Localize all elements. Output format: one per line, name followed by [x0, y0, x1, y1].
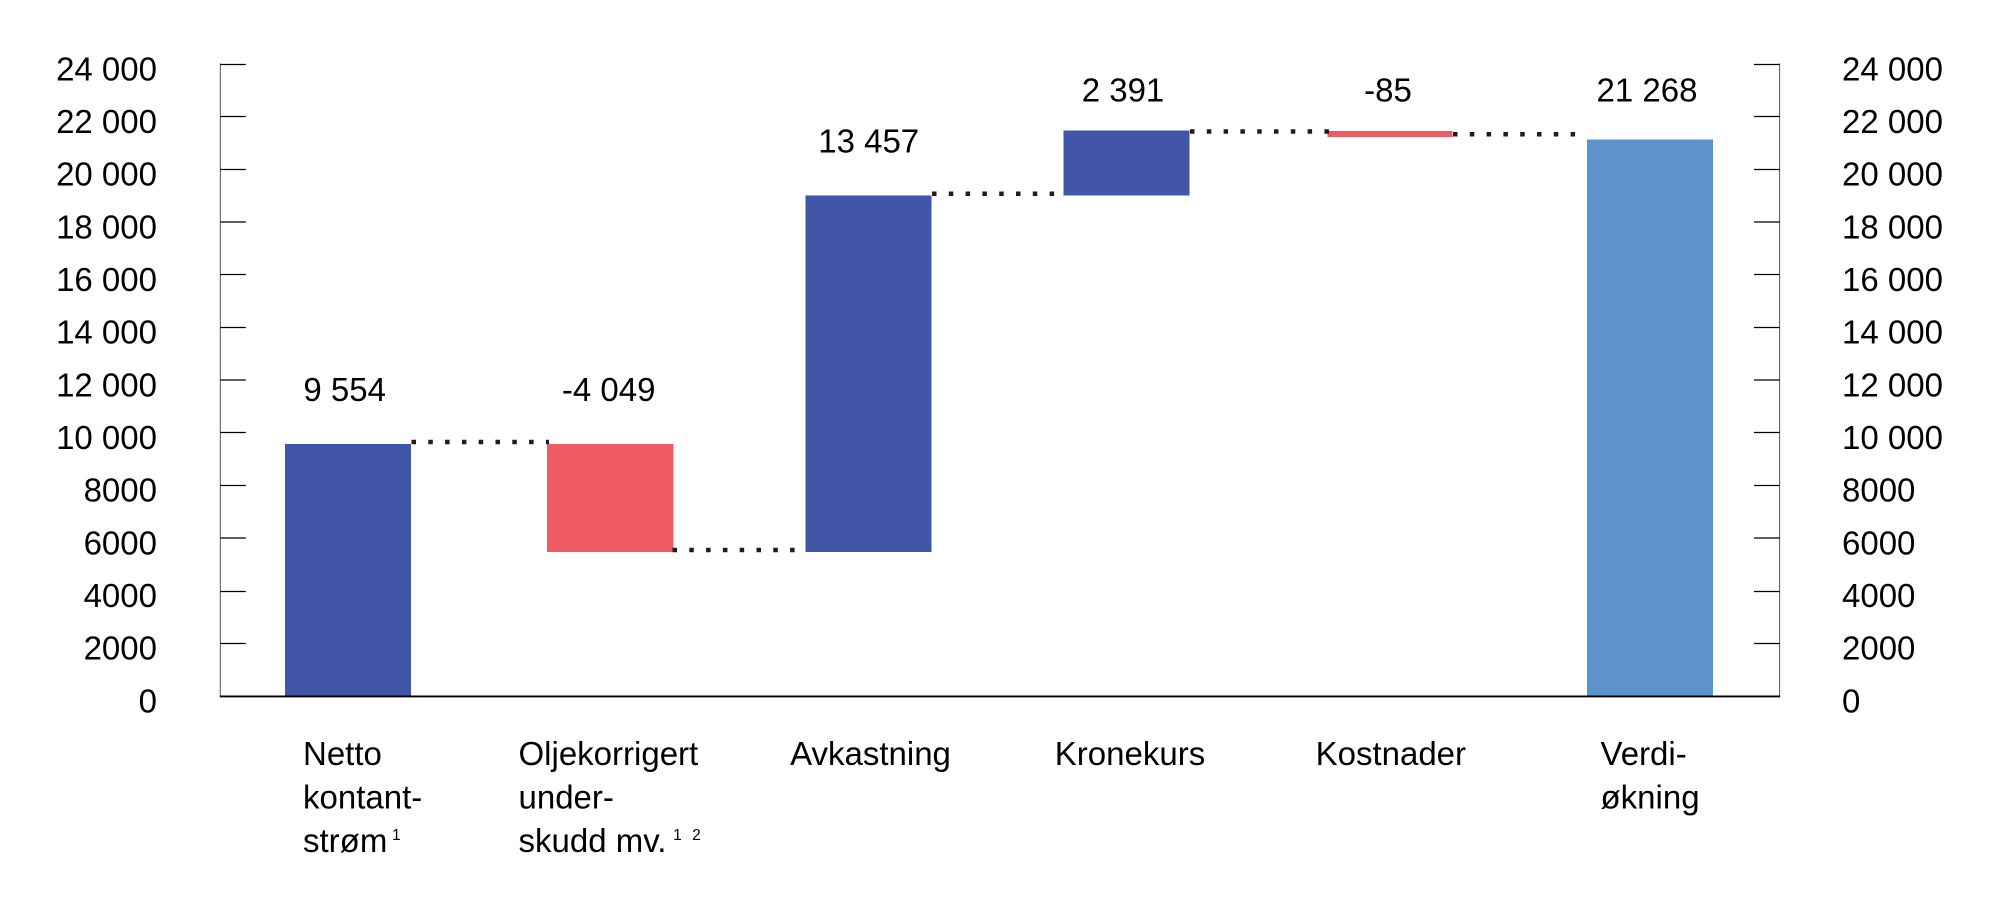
svg-text:skudd mv.12: skudd mv. 1 2: [519, 822, 701, 859]
svg-text:14 000: 14 000: [56, 314, 157, 351]
svg-text:22 000: 22 000: [56, 103, 157, 140]
svg-text:6000: 6000: [84, 524, 157, 561]
svg-text:Kostnader: Kostnader: [1316, 735, 1466, 772]
svg-text:10 000: 10 000: [56, 419, 157, 456]
svg-text:24 000: 24 000: [1842, 50, 1943, 87]
svg-text:16 000: 16 000: [56, 261, 157, 298]
svg-text:Avkastning: Avkastning: [790, 735, 951, 772]
svg-text:Netto: Netto: [303, 735, 382, 772]
svg-text:0: 0: [1842, 682, 1860, 719]
svg-text:18 000: 18 000: [56, 208, 157, 245]
svg-text:2000: 2000: [84, 630, 157, 667]
svg-text:12 000: 12 000: [56, 366, 157, 403]
svg-text:13 457: 13 457: [818, 123, 919, 160]
svg-text:16 000: 16 000: [1842, 261, 1943, 298]
svg-text:Kronekurs: Kronekurs: [1055, 735, 1205, 772]
svg-text:6000: 6000: [1842, 524, 1915, 561]
svg-text:24 000: 24 000: [56, 50, 157, 87]
svg-text:22 000: 22 000: [1842, 103, 1943, 140]
svg-text:Oljekorrigert: Oljekorrigert: [519, 735, 699, 772]
svg-text:4000: 4000: [1842, 577, 1915, 614]
svg-text:0: 0: [139, 682, 157, 719]
svg-text:4000: 4000: [84, 577, 157, 614]
svg-text:2 391: 2 391: [1082, 72, 1165, 109]
svg-text:-4 049: -4 049: [562, 371, 656, 408]
svg-text:20 000: 20 000: [56, 156, 157, 193]
svg-text:18 000: 18 000: [1842, 208, 1943, 245]
svg-text:-85: -85: [1364, 72, 1412, 109]
svg-text:kontant-: kontant-: [303, 779, 422, 816]
svg-text:10 000: 10 000: [1842, 419, 1943, 456]
svg-text:21 268: 21 268: [1597, 72, 1698, 109]
svg-text:under-: under-: [519, 779, 614, 816]
svg-text:2000: 2000: [1842, 630, 1915, 667]
svg-text:Verdi-: Verdi-: [1601, 735, 1687, 772]
svg-text:8000: 8000: [1842, 472, 1915, 509]
svg-text:12 000: 12 000: [1842, 366, 1943, 403]
svg-text:20 000: 20 000: [1842, 156, 1943, 193]
svg-text:9 554: 9 554: [303, 371, 386, 408]
svg-text:14 000: 14 000: [1842, 314, 1943, 351]
svg-text:økning: økning: [1601, 779, 1700, 816]
svg-text:8000: 8000: [84, 472, 157, 509]
